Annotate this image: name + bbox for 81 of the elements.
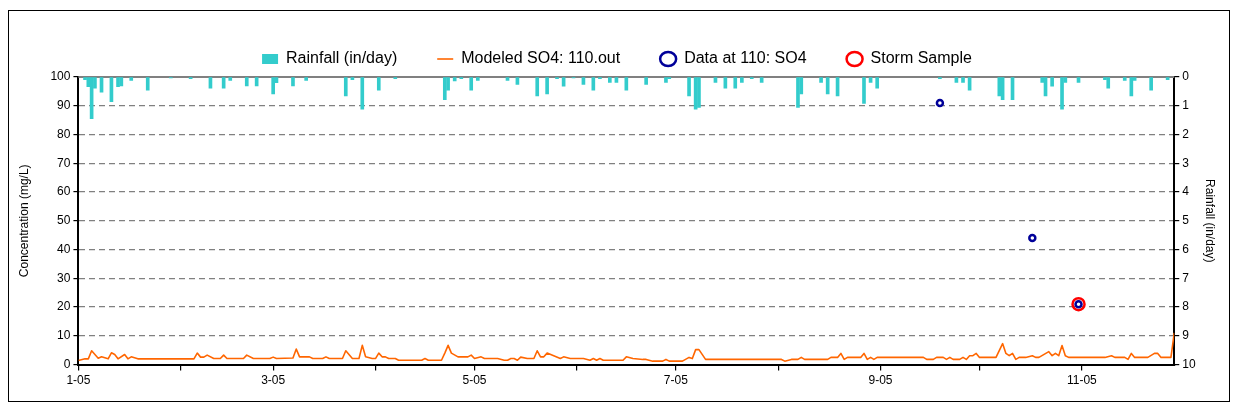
bar <box>997 77 1002 97</box>
bar <box>350 77 355 80</box>
bar <box>442 77 447 101</box>
bar <box>697 77 701 108</box>
y2-tick-label: 6 <box>1182 241 1190 256</box>
bar <box>759 77 764 83</box>
y-tick-label: 80 <box>57 126 71 141</box>
y-axis-title: Concentration (mg/L) <box>16 164 31 278</box>
bar <box>129 77 134 81</box>
y-tick-label: 50 <box>57 213 71 228</box>
bar <box>1076 77 1081 83</box>
bar <box>475 77 480 81</box>
legend-label: Rainfall (in/day) <box>286 49 398 67</box>
x-tick-label: 7-05 <box>663 373 689 388</box>
bar <box>608 77 612 83</box>
y2-tick-label: 10 <box>1182 356 1196 371</box>
y2-tick-label: 8 <box>1182 299 1190 314</box>
y2-tick-label: 9 <box>1182 328 1190 343</box>
y-tick-label: 40 <box>57 241 71 256</box>
y2-tick-label: 0 <box>1182 69 1190 84</box>
y-tick-label: 60 <box>57 184 71 199</box>
bar <box>244 77 249 87</box>
bar <box>1149 77 1153 91</box>
y2-tick-label: 5 <box>1182 213 1190 228</box>
y2-tick-label: 3 <box>1182 155 1190 170</box>
bar <box>116 77 120 88</box>
y2-tick-label: 7 <box>1182 270 1190 285</box>
y2-tick-label: 4 <box>1182 184 1190 199</box>
legend-label: Storm Sample <box>870 49 973 67</box>
bar <box>713 77 718 83</box>
y-tick-label: 0 <box>63 356 71 371</box>
bar <box>145 77 150 91</box>
bar <box>740 77 744 83</box>
bar <box>1060 77 1064 110</box>
x-tick-label: 3-05 <box>261 373 286 388</box>
x-tick-label: 11-05 <box>1066 373 1098 388</box>
point <box>935 98 945 108</box>
bar <box>1106 77 1111 89</box>
bar <box>1165 77 1170 80</box>
bar <box>469 77 474 91</box>
bar <box>875 77 880 89</box>
bar <box>954 77 959 83</box>
y-tick-label: 70 <box>57 155 71 170</box>
bar <box>1050 77 1054 87</box>
bar <box>228 77 233 81</box>
bar <box>862 77 866 104</box>
bar <box>505 77 510 81</box>
y2-axis-title: Rainfall (in/day) <box>1203 179 1218 263</box>
bar <box>343 77 348 97</box>
y-tick-label: 30 <box>57 270 71 285</box>
y-tick-label: 90 <box>57 98 71 113</box>
bar <box>961 77 965 83</box>
bar <box>291 77 295 87</box>
bar <box>664 77 668 83</box>
y-tick-label: 10 <box>57 328 71 343</box>
y2-tick-label: 1 <box>1182 98 1190 113</box>
bar <box>825 77 830 95</box>
y-tick-label: 100 <box>50 69 71 84</box>
bar <box>819 77 823 83</box>
bar <box>687 77 691 97</box>
bar <box>1122 77 1127 81</box>
bar <box>545 77 549 95</box>
bar <box>376 77 381 91</box>
x-tick-label: 9-05 <box>868 373 893 388</box>
legend-label: Data at 110: SO4 <box>684 49 807 67</box>
bar <box>304 77 308 81</box>
y-tick-label: 20 <box>57 299 71 314</box>
point <box>1028 233 1037 243</box>
bar <box>614 77 619 83</box>
bar <box>271 77 275 95</box>
bar <box>868 77 873 83</box>
bar <box>535 77 540 97</box>
x-tick-label: 5-05 <box>462 373 487 388</box>
bar <box>733 77 738 89</box>
y2-tick-label: 2 <box>1182 126 1190 141</box>
bar <box>796 77 800 108</box>
legend-label: Modeled SO4: 110.out <box>461 49 621 67</box>
bar <box>360 77 365 110</box>
bar <box>452 77 457 82</box>
bar <box>644 77 648 85</box>
x-tick-label: 1-05 <box>66 373 91 388</box>
